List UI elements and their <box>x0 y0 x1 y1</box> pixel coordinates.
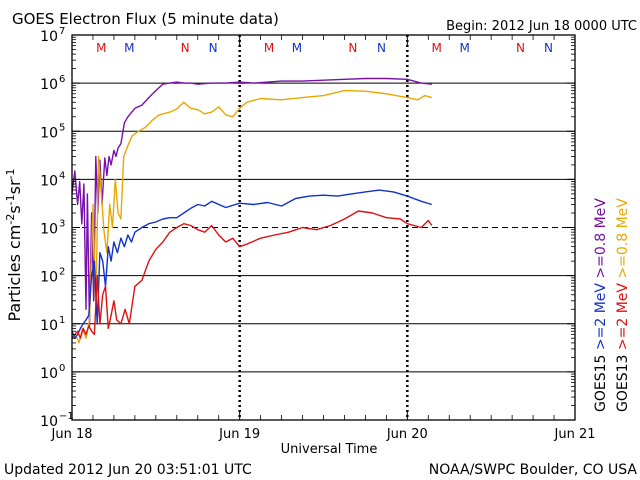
y-tick-label: 10 <box>40 173 58 189</box>
y-axis-label: Particles cm-2s-1sr-1 <box>4 168 24 321</box>
y-tick-label: 10 <box>40 270 58 286</box>
y-tick-exponent: 2 <box>59 267 65 278</box>
legend-entry-0: >=2 MeV <box>593 283 609 355</box>
legend-satellite: GOES15 <box>593 355 609 412</box>
marker-label-11: N <box>544 41 553 55</box>
chart-title: GOES Electron Flux (5 minute data) <box>12 10 279 28</box>
y-tick-exponent: 6 <box>59 74 65 85</box>
x-tick-label: Jun 21 <box>554 427 596 442</box>
y-tick-label: 10 <box>40 29 58 45</box>
y-tick-exponent: 1 <box>59 315 65 326</box>
legend-entry-1: >=0.8 MeV <box>593 198 609 283</box>
grid-lines <box>72 35 575 420</box>
begin-time: Begin: 2012 Jun 18 0000 UTC <box>446 19 637 34</box>
marker-label-6: N <box>348 41 357 55</box>
x-axis-ticks: Jun 18 Jun 19 Jun 20 Jun 21 <box>51 35 596 442</box>
plot-frame <box>71 34 576 421</box>
y-tick-label: 10 <box>40 77 58 93</box>
marker-label-8: M <box>431 41 441 55</box>
legend-entry-1: >=0.8 MeV <box>615 198 631 283</box>
y-tick-label: 10 <box>40 414 58 430</box>
marker-label-2: N <box>181 41 190 55</box>
series-line-1 <box>71 89 432 344</box>
data-series <box>71 77 433 344</box>
marker-label-1: M <box>124 41 134 55</box>
legend-entry-0: >=2 MeV <box>615 283 631 355</box>
x-tick-label: Jun 18 <box>51 427 93 442</box>
y-tick-exponent: 4 <box>59 170 65 181</box>
marker-label-3: N <box>209 41 218 55</box>
updated-time: Updated 2012 Jun 20 03:51:01 UTC <box>4 462 252 478</box>
marker-label-5: M <box>292 41 302 55</box>
y-tick-exponent: −1 <box>59 411 74 422</box>
credit: NOAA/SWPC Boulder, CO USA <box>429 462 638 478</box>
x-tick-label: Jun 20 <box>386 427 428 442</box>
y-tick-label: 10 <box>40 222 58 238</box>
marker-label-0: M <box>96 41 106 55</box>
y-tick-exponent: 0 <box>59 363 65 374</box>
y-tick-label: 10 <box>40 318 58 334</box>
y-tick-label: 10 <box>40 366 58 382</box>
x-axis-label: Universal Time <box>281 442 378 457</box>
y-tick-label: 10 <box>40 125 58 141</box>
legend-column-goes13: GOES13 >=2 MeV >=0.8 MeV <box>615 198 631 412</box>
series-line-2 <box>71 189 433 339</box>
legend-column-goes15: GOES15 >=2 MeV >=0.8 MeV <box>593 198 609 412</box>
marker-label-4: M <box>264 41 274 55</box>
y-tick-exponent: 3 <box>59 219 65 230</box>
marker-label-10: N <box>516 41 525 55</box>
series-line-3 <box>71 210 433 339</box>
marker-label-7: N <box>377 41 386 55</box>
y-tick-exponent: 7 <box>59 26 65 37</box>
y-tick-exponent: 5 <box>59 122 65 133</box>
marker-label-9: M <box>459 41 469 55</box>
legend-satellite: GOES13 <box>615 355 631 412</box>
x-tick-label: Jun 19 <box>218 427 260 442</box>
